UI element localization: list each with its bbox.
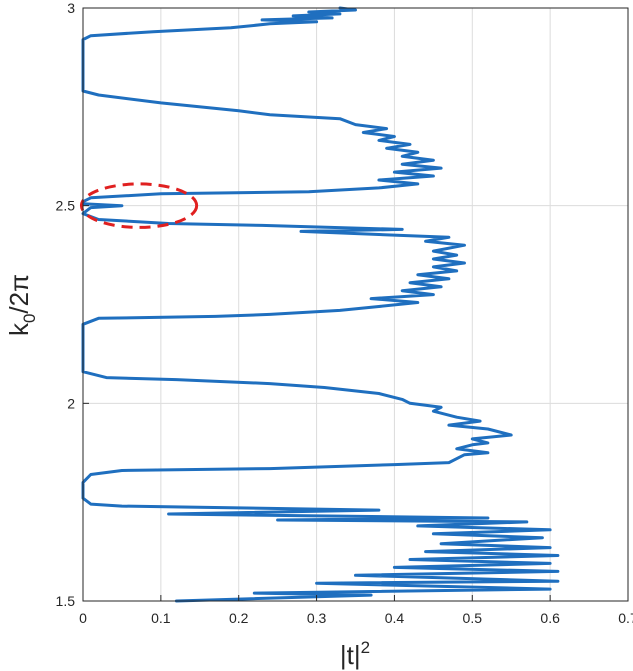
x-axis-label-sup: 2 [361,638,370,657]
x-tick-label: 0.4 [385,610,405,626]
x-axis-label: |t|2 [340,638,370,670]
y-axis-label-sub: 0 [20,314,39,323]
plot-background [83,8,628,601]
y-tick-label: 3 [67,0,75,16]
x-tick-label: 0.7 [618,610,633,626]
grid [83,8,628,601]
y-tick-label: 2 [67,395,75,411]
y-tick-label: 2.5 [56,198,76,214]
x-tick-label: 0.6 [540,610,560,626]
x-tick-label: 0.2 [229,610,249,626]
plot-frame [82,7,629,602]
y-axis-label: k0/2π [4,274,39,336]
y-axis-ticks: 1.5 2 2.5 3 [56,0,89,609]
x-tick-label: 0.1 [151,610,171,626]
x-tick-label: 0 [79,610,87,626]
series-line [81,6,560,603]
x-axis-label-main: |t| [340,640,361,670]
x-tick-label: 0.5 [463,610,483,626]
y-axis-label-main: k [4,322,34,336]
plot-area [79,6,560,603]
y-axis-label-rest: /2π [4,274,34,314]
x-axis-ticks: 0 0.1 0.2 0.3 0.4 0.5 0.6 0.7 [79,595,633,626]
y-tick-label: 1.5 [56,593,76,609]
annotation-ellipse [79,182,199,229]
x-tick-label: 0.3 [307,610,327,626]
